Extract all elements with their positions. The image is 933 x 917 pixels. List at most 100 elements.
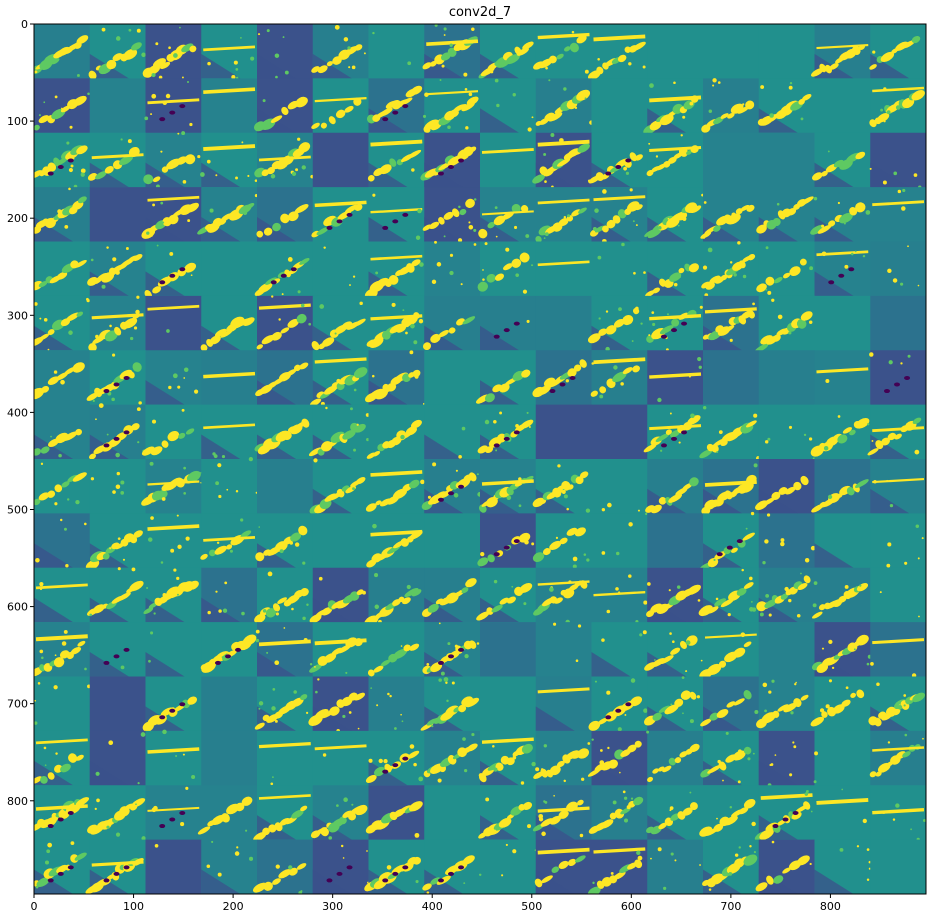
feature-tile (366, 513, 425, 569)
plot-frame (33, 23, 927, 895)
feature-tile (365, 459, 425, 514)
feature-tile (145, 839, 202, 894)
feature-tile (89, 403, 146, 460)
feature-tile (477, 513, 537, 569)
feature-tile (869, 350, 926, 406)
feature-tile (201, 24, 258, 80)
feature-tile (758, 404, 816, 461)
feature-tile (699, 404, 761, 461)
feature-tile (255, 350, 314, 406)
feature-tile (644, 676, 704, 732)
feature-tile (868, 676, 926, 732)
y-tick-label: 0 (21, 18, 28, 31)
feature-tile (703, 132, 760, 188)
feature-tile (647, 839, 704, 894)
feature-tile (532, 132, 592, 189)
feature-tile (424, 240, 481, 297)
feature-tile (144, 241, 202, 300)
feature-tile (312, 513, 369, 569)
feature-tile (145, 785, 202, 841)
feature-tile (755, 459, 815, 514)
feature-tile (814, 513, 871, 569)
feature-tile (254, 676, 314, 732)
feature-tile (701, 241, 760, 297)
feature-tile (143, 131, 202, 189)
feature-tile (869, 24, 926, 79)
feature-tile (535, 676, 592, 732)
feature-tile (535, 241, 592, 297)
feature-tile (364, 839, 425, 894)
feature-tile (89, 730, 146, 786)
feature-tile (869, 730, 926, 786)
feature-tile (534, 839, 592, 894)
feature-tile (647, 350, 704, 406)
y-tick-label: 800 (7, 795, 28, 808)
feature-tile (645, 459, 704, 514)
x-tick-label: 800 (820, 900, 841, 913)
feature-tile (421, 459, 483, 514)
feature-tile (591, 622, 648, 677)
feature-tile (257, 730, 314, 786)
feature-tile (34, 730, 91, 786)
x-tick-label: 500 (521, 900, 542, 913)
feature-tile (700, 730, 760, 786)
feature-tile (34, 622, 91, 677)
feature-tile (200, 132, 258, 188)
feature-tile (142, 24, 202, 80)
feature-tile (257, 24, 314, 79)
feature-tile (703, 24, 760, 79)
feature-tile (870, 187, 926, 242)
x-axis: 0 100 200 300 400 500 600 700 800 (31, 894, 841, 913)
feature-tile (312, 839, 370, 894)
feature-tile (480, 78, 537, 134)
feature-tile (201, 456, 258, 514)
feature-tile (476, 567, 537, 623)
feature-tile (88, 24, 146, 80)
feature-tile (480, 622, 537, 677)
feature-tile (870, 459, 926, 514)
feature-tile (145, 622, 202, 677)
feature-tile (85, 839, 146, 894)
feature-tile (646, 295, 704, 352)
feature-tile (308, 676, 369, 733)
feature-tile (700, 676, 760, 732)
feature-tile (368, 24, 425, 79)
feature-tile (424, 513, 481, 569)
feature-tile (810, 404, 871, 460)
feature-tile (532, 513, 592, 569)
feature-tile (756, 187, 815, 242)
feature-tile (422, 622, 481, 677)
feature-tile (591, 78, 648, 134)
feature-tile (312, 730, 369, 786)
feature-tile (702, 295, 760, 351)
feature-tile (423, 730, 481, 786)
feature-tile (814, 839, 872, 894)
x-tick-label: 400 (422, 900, 443, 913)
feature-tile (814, 241, 871, 297)
feature-tile (646, 730, 704, 786)
feature-tile (143, 567, 202, 623)
feature-tile (699, 511, 760, 571)
feature-tile (867, 404, 926, 460)
feature-tile (701, 459, 760, 516)
feature-tile (309, 622, 369, 677)
feature-tile (591, 567, 648, 624)
x-tick-label: 200 (223, 900, 244, 913)
feature-tile (254, 404, 314, 460)
feature-tile (535, 404, 592, 460)
feature-tile (255, 513, 314, 569)
feature-tile (478, 785, 537, 841)
feature-tile (811, 459, 871, 514)
feature-tile (422, 839, 481, 894)
feature-tile (201, 350, 258, 406)
feature-tile (85, 513, 146, 571)
feature-tile (422, 24, 481, 79)
feature-tile (34, 132, 91, 189)
feature-tile (311, 78, 369, 134)
feature-tile (253, 785, 314, 842)
feature-tile (643, 404, 704, 460)
feature-tile (478, 459, 537, 514)
feature-tile (421, 567, 481, 623)
feature-tile (588, 132, 648, 188)
